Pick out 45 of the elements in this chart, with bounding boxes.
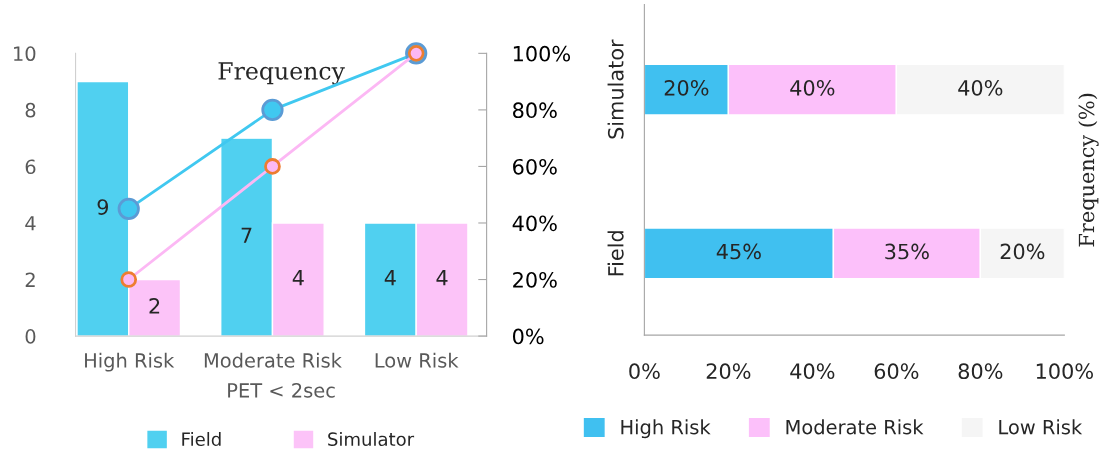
y2-tick-label: 60% [513, 158, 557, 175]
x-tick-label: Moderate Risk [204, 352, 342, 368]
point [261, 98, 284, 122]
data-label: 35% [885, 243, 929, 260]
y-tick-label: 4 [25, 216, 36, 231]
x-tick-label: 0% [629, 363, 660, 380]
data-label: 40% [958, 79, 1003, 96]
x-tick-label: Low Risk [375, 352, 459, 368]
data-label: 20% [664, 79, 709, 96]
x-tick-label: 100% [1036, 363, 1093, 380]
y-tick-label: 10 [14, 46, 36, 62]
data-label: 9 [97, 199, 109, 215]
y2-tick-label: 80% [513, 102, 557, 119]
y-tick-label: 2 [25, 272, 35, 287]
x-tick-label: 40% [790, 363, 835, 380]
data-label: 40% [790, 79, 835, 96]
y-tick-label: 6 [25, 159, 36, 175]
y2-tick-label: 20% [513, 271, 557, 288]
point [120, 271, 138, 288]
x-tick-label: 60% [874, 363, 919, 380]
x-tick-label: High Risk [85, 352, 175, 372]
data-label: 2 [149, 298, 160, 314]
chart-title: Frequency [218, 62, 345, 85]
data-label: 4 [292, 270, 304, 286]
data-label: 45% [716, 243, 761, 260]
data-label: 4 [436, 270, 448, 286]
y2-tick-label: 40% [512, 215, 557, 232]
legend-label: Simulator [328, 432, 415, 446]
x-tick-label: 20% [706, 363, 751, 380]
data-label: 7 [241, 227, 252, 243]
y-axis-title: Frequency (%) [1078, 93, 1099, 247]
data-label: 20% [1000, 243, 1045, 260]
legend-label: High Risk [621, 419, 711, 439]
x-tick-label: 80% [958, 363, 1003, 380]
point [264, 158, 281, 175]
legend-label: Field [182, 432, 221, 446]
y-tick-label: 0 [25, 329, 36, 344]
x-axis-title: PET < 2sec [228, 383, 335, 398]
y2-tick-label: 0% [512, 328, 544, 345]
data-label: 4 [384, 270, 396, 286]
legend-label: Moderate Risk [786, 419, 924, 435]
legend-label: Low Risk [999, 419, 1083, 435]
point [117, 197, 140, 220]
y-tick-label: 8 [25, 102, 36, 118]
y2-tick-label: 100% [513, 45, 571, 62]
